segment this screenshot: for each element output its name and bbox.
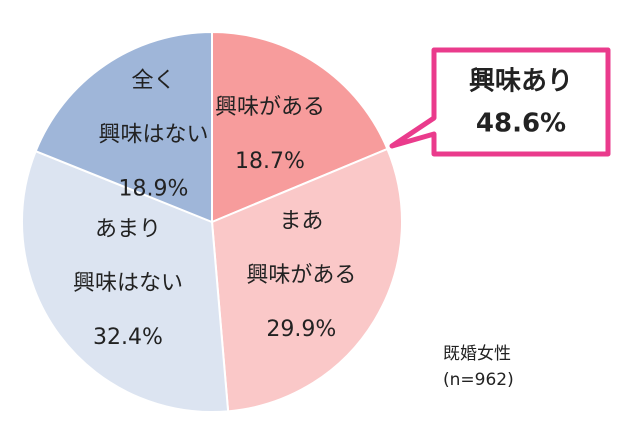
category-label: まあ興味がある [246,209,356,288]
note: 既婚女性 [443,344,511,364]
callout-value: 48.6% [476,109,566,139]
pie-slice [211,30,389,224]
category-label: 全く興味はない [98,68,208,147]
category-label: 興味がある [215,95,325,120]
callout-title: 興味あり [469,67,573,97]
note: (n=962) [443,370,514,390]
value-label: 18.9% [119,176,189,201]
callout: 興味あり 48.6% [389,47,611,157]
pie [21,30,403,413]
pie-slice [210,147,403,413]
pie-slice [34,30,213,224]
category-label: あまり興味はない [73,217,183,296]
value-label: 32.4% [93,325,163,350]
value-label: 29.9% [266,317,336,342]
callout-box [389,47,611,157]
value-label: 18.7% [235,149,305,174]
pie-slice [21,149,230,413]
